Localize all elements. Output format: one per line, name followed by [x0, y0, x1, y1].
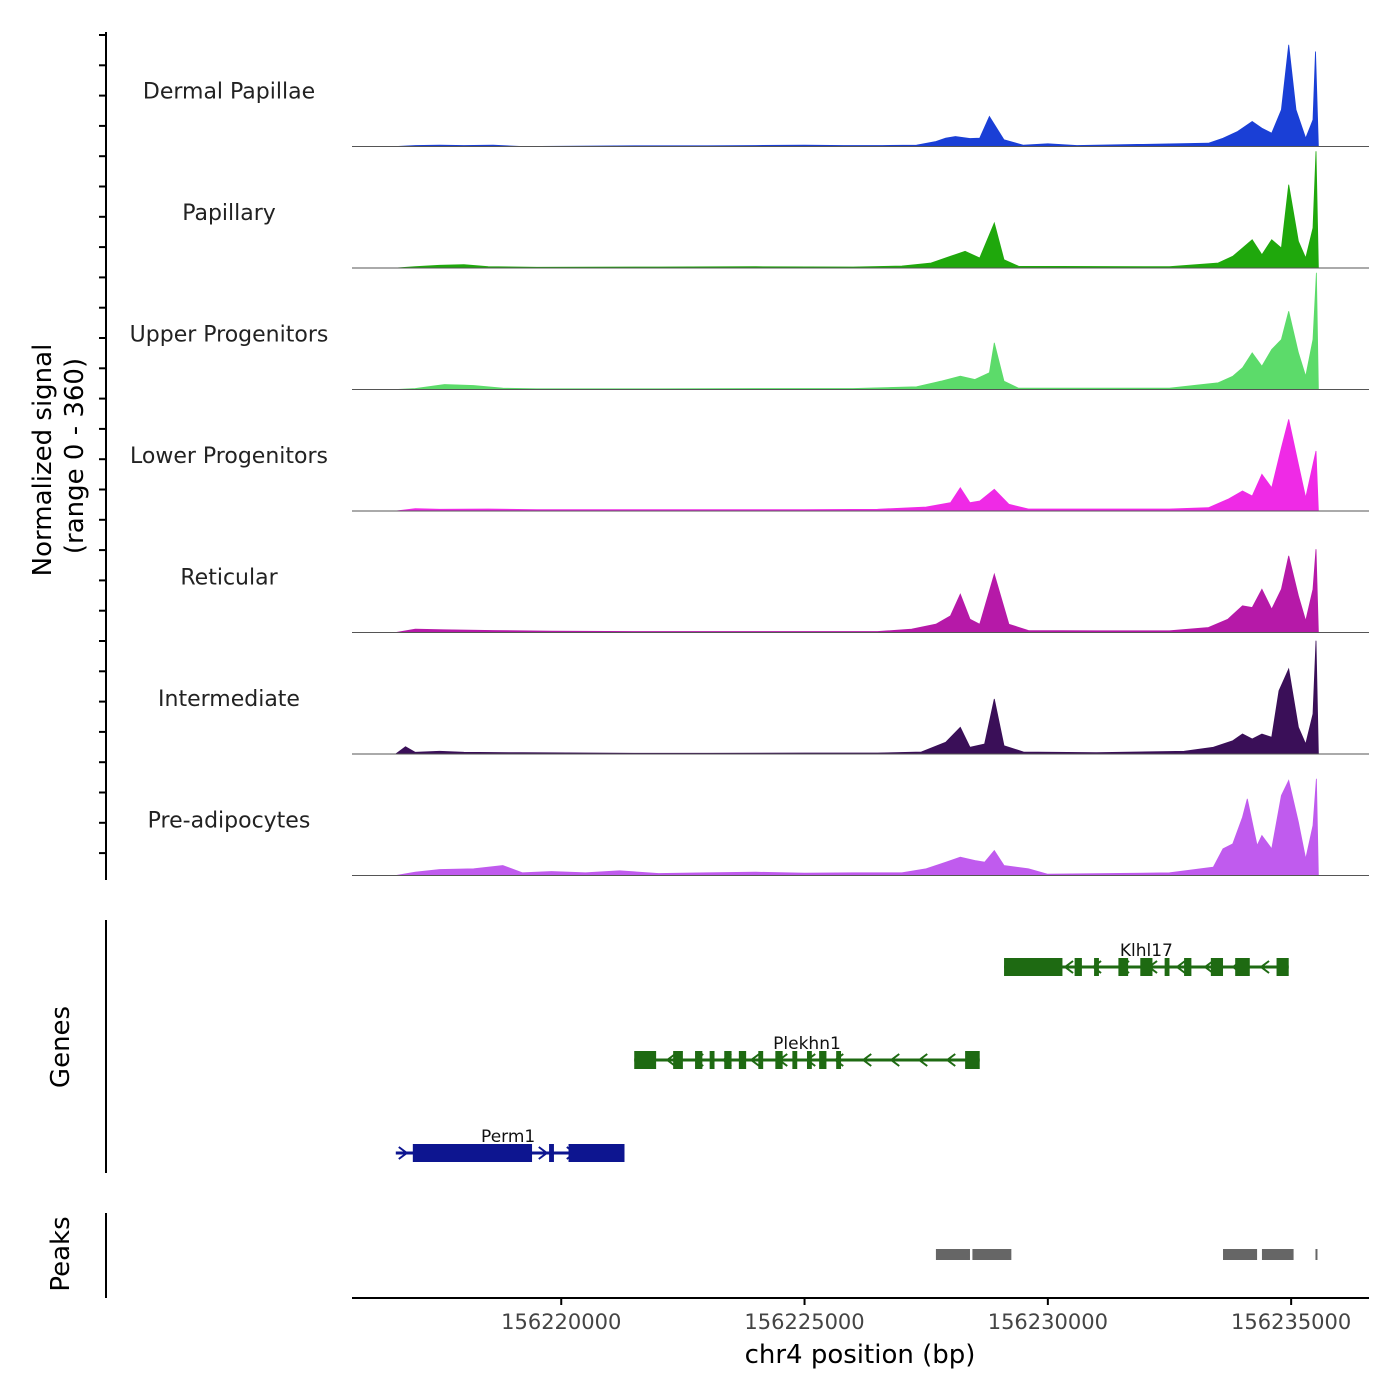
genes-axis-label: Genes [46, 1006, 76, 1088]
gene-exon [673, 1051, 683, 1069]
gene-label: Klhl17 [1120, 941, 1173, 961]
gene-exon [568, 1144, 625, 1162]
track-reticular: Reticular [180, 549, 1369, 633]
gene-exon [1210, 958, 1224, 976]
gene-exon [1004, 958, 1063, 976]
gene-exon [738, 1051, 747, 1069]
gene-exon [792, 1051, 798, 1069]
x-axis-label: chr4 position (bp) [745, 1340, 976, 1370]
track-label: Reticular [180, 566, 278, 591]
track-lower-progenitors: Lower Progenitors [130, 419, 1369, 512]
strand-arrow [398, 1146, 409, 1160]
track-papillary: Papillary [182, 151, 1369, 269]
x-tick-label: 156220000 [501, 1310, 621, 1334]
peak-region [1315, 1249, 1318, 1260]
strand-arrow [1063, 960, 1074, 974]
gene-exon [1140, 958, 1153, 976]
peaks-axis-label: Peaks [46, 1216, 76, 1291]
gene-exon [758, 1051, 764, 1069]
gene-exon [1074, 958, 1082, 976]
peaks-track [935, 1249, 1318, 1260]
axes: 156220000 156225000 156230000 156235000 [99, 32, 1369, 1334]
gene-exon [836, 1051, 842, 1069]
y-axis-label-line2: (range 0 - 360) [60, 358, 90, 554]
strand-arrow [945, 1053, 956, 1067]
gene-label: Plekhn1 [773, 1034, 841, 1054]
genes-track: Perm1 Plekhn1 Klhl17 [395, 941, 1289, 1162]
gene-exon [412, 1144, 533, 1162]
peak-region [1223, 1249, 1258, 1260]
track-label: Intermediate [158, 687, 300, 712]
track-dermal-papillae: Dermal Papillae [143, 44, 1369, 147]
y-axis-label-line1: Normalized signal [28, 344, 58, 577]
x-tick-label: 156235000 [1231, 1310, 1351, 1334]
signal-area [394, 640, 1319, 755]
track-label: Pre-adipocytes [148, 809, 311, 834]
strand-arrow [749, 1053, 760, 1067]
gene-perm1: Perm1 [395, 1127, 625, 1162]
gene-exon [819, 1051, 827, 1069]
gene-exon [549, 1144, 554, 1162]
signal-area [395, 151, 1319, 269]
strand-arrow [1203, 960, 1214, 974]
x-tick-label: 156225000 [744, 1310, 864, 1334]
signal-area [395, 549, 1319, 633]
track-label: Lower Progenitors [130, 444, 328, 469]
gene-klhl17: Klhl17 [1004, 941, 1289, 976]
gene-label: Perm1 [481, 1127, 535, 1147]
gene-exon [1118, 958, 1129, 976]
signal-tracks: Dermal Papillae Papillary Upper Progenitor… [130, 44, 1369, 876]
strand-arrow [665, 1053, 676, 1067]
gene-exon [724, 1051, 732, 1069]
strand-arrow [538, 1146, 549, 1160]
strand-arrow [917, 1053, 928, 1067]
strand-arrow [1175, 960, 1186, 974]
gene-exon [709, 1051, 715, 1069]
strand-arrow [1259, 960, 1270, 974]
signal-area [395, 44, 1319, 147]
gene-exon [1235, 958, 1250, 976]
signal-area [395, 419, 1319, 512]
peak-region [972, 1249, 1012, 1260]
gene-exon [965, 1051, 980, 1069]
signal-area [395, 778, 1319, 876]
track-intermediate: Intermediate [158, 640, 1369, 755]
track-upper-progenitors: Upper Progenitors [130, 272, 1369, 390]
gene-exon [1276, 958, 1289, 976]
gene-plekhn1: Plekhn1 [634, 1034, 980, 1069]
track-label: Papillary [182, 201, 276, 226]
peak-region [1261, 1249, 1294, 1260]
gene-exon [775, 1051, 783, 1069]
signal-area [395, 272, 1319, 390]
gene-exon [1184, 958, 1192, 976]
gene-exon [1164, 958, 1170, 976]
peak-region [935, 1249, 970, 1260]
gene-exon [1094, 958, 1099, 976]
strand-arrow [861, 1053, 872, 1067]
strand-arrow [889, 1053, 900, 1067]
gene-exon [695, 1051, 703, 1069]
track-label: Dermal Papillae [143, 80, 315, 105]
track-pre-adipocytes: Pre-adipocytes [148, 778, 1369, 876]
gene-exon [634, 1051, 657, 1069]
track-label: Upper Progenitors [130, 323, 329, 348]
x-tick-label: 156230000 [988, 1310, 1108, 1334]
gene-exon [806, 1051, 812, 1069]
